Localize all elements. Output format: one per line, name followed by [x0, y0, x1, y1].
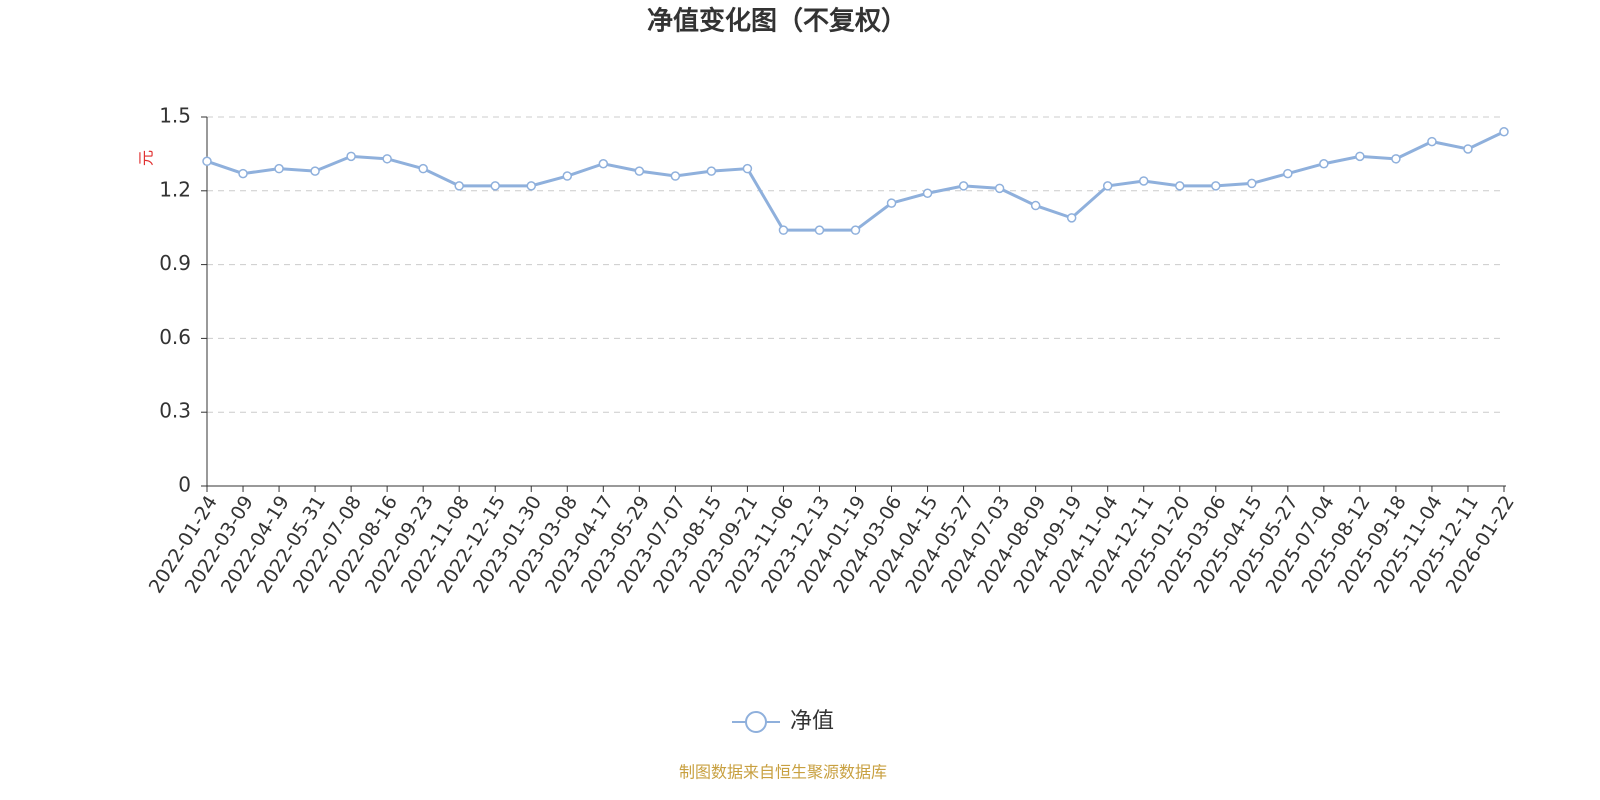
legend-label: 净值 [790, 709, 834, 734]
chart-title: 净值变化图（不复权） [647, 6, 907, 37]
point [958, 181, 969, 191]
point [1355, 151, 1365, 162]
point [1030, 200, 1041, 211]
point [346, 151, 356, 162]
point [1427, 136, 1437, 147]
point [670, 171, 681, 181]
point [310, 166, 320, 176]
point [1138, 176, 1149, 186]
point [1283, 168, 1293, 179]
point [418, 163, 428, 174]
point [994, 183, 1005, 194]
point [814, 225, 825, 235]
source-note: 制图数据来自恒生聚源数据库 [679, 763, 887, 782]
point [238, 168, 248, 179]
point [778, 225, 789, 235]
point [1102, 181, 1113, 191]
point [1319, 158, 1329, 169]
point [1247, 178, 1257, 189]
point [1175, 181, 1185, 191]
y-tick-label: 0 [178, 473, 191, 497]
point [850, 225, 861, 235]
point [1391, 154, 1401, 164]
point [490, 181, 500, 191]
point [1499, 127, 1509, 137]
point [598, 158, 609, 169]
line [206, 130, 1505, 232]
y-tick-label: 0.3 [159, 399, 191, 423]
y-tick-label: 1.5 [159, 104, 191, 128]
point [1463, 144, 1473, 154]
point [454, 181, 464, 191]
point [922, 188, 933, 199]
point [706, 166, 717, 176]
point [202, 156, 212, 167]
y-tick-label: 0.6 [159, 325, 191, 349]
y-tick-label: 0.9 [159, 251, 191, 275]
point [1211, 181, 1221, 191]
y-axis-label: 元 [137, 150, 156, 166]
point [742, 163, 753, 174]
point [382, 154, 392, 164]
point [1066, 213, 1077, 223]
point [886, 198, 897, 208]
point [274, 163, 284, 174]
legend-marker [745, 711, 767, 733]
point [526, 181, 536, 191]
y-tick-label: 1.2 [159, 177, 191, 201]
point [634, 166, 645, 176]
point [562, 171, 573, 181]
